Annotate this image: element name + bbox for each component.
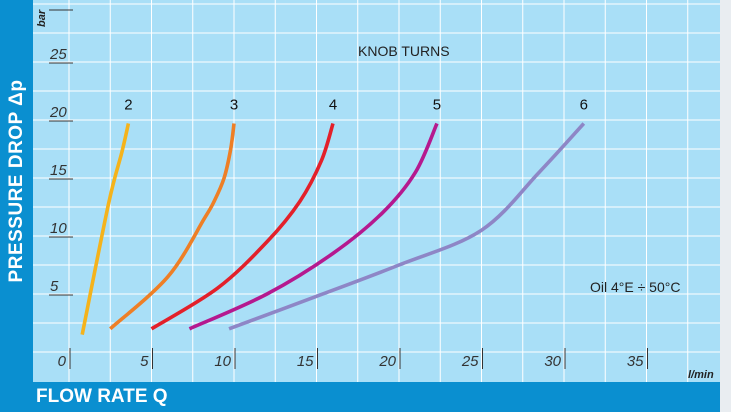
series-layer [80, 122, 586, 335]
x-axis-title: FLOW RATE Q [36, 386, 168, 407]
series-line-3 [109, 123, 236, 331]
series-label-3: 3 [230, 96, 238, 113]
oil-annotation: Oil 4°E ÷ 50°C [590, 279, 680, 295]
y-unit-label: bar [36, 9, 48, 27]
series-line-5 [188, 122, 439, 331]
y-tick-label: 10 [50, 220, 67, 237]
x-tick-label: 35 [627, 353, 644, 370]
legend-title: KNOB TURNS [358, 43, 450, 59]
y-tick-label: 25 [49, 46, 67, 63]
y-tick-label: 20 [49, 104, 67, 121]
x-tick-label: 30 [544, 353, 561, 370]
x-tick-label: 25 [461, 353, 479, 370]
series-label-5: 5 [433, 96, 441, 113]
y-axis-title: PRESSURE DROP Δp [6, 79, 27, 283]
x-tick-label: 10 [214, 353, 231, 370]
x-tick-label: 20 [378, 353, 396, 370]
series-line-4 [150, 122, 335, 331]
series-label-2: 2 [124, 96, 132, 113]
right-margin-strip [720, 0, 731, 412]
x-tick-label: 5 [140, 353, 149, 370]
x-tick-label: 15 [297, 353, 314, 370]
x-unit-label: l/min [688, 369, 714, 381]
y-tick-label: 5 [50, 278, 59, 295]
series-line-6 [228, 122, 586, 331]
series-label-6: 6 [580, 96, 588, 113]
x-tick-label: 0 [58, 353, 67, 370]
series-line-2 [80, 123, 131, 335]
label-layer: 2 3 4 5 6 [124, 96, 588, 113]
series-label-4: 4 [329, 96, 337, 113]
y-tick-label: 15 [50, 162, 67, 179]
